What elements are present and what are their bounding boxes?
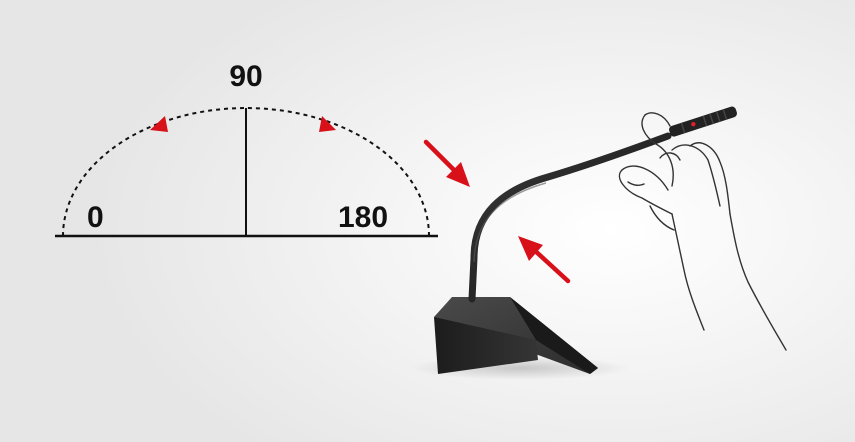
label-180: 180: [338, 201, 388, 234]
mic-indicator-led: [691, 121, 696, 127]
angle-diagram: 90 0 180: [55, 60, 438, 238]
dashed-arc: [62, 107, 430, 237]
mic-head: [669, 106, 737, 137]
rotation-arrowhead-left-icon: [150, 116, 168, 132]
rotation-arrowhead-right-icon: [319, 116, 336, 132]
mic-gooseneck: [468, 132, 672, 303]
mic-base-front: [434, 317, 538, 374]
hand-illustration-icon: [618, 112, 787, 351]
bend-arrow-down-icon: [423, 139, 470, 187]
label-90: 90: [229, 60, 262, 93]
mic-base-side: [510, 297, 598, 374]
gooseneck-microphone-icon: [410, 106, 737, 380]
bend-arrow-up-icon: [518, 236, 571, 284]
label-0: 0: [87, 201, 104, 234]
